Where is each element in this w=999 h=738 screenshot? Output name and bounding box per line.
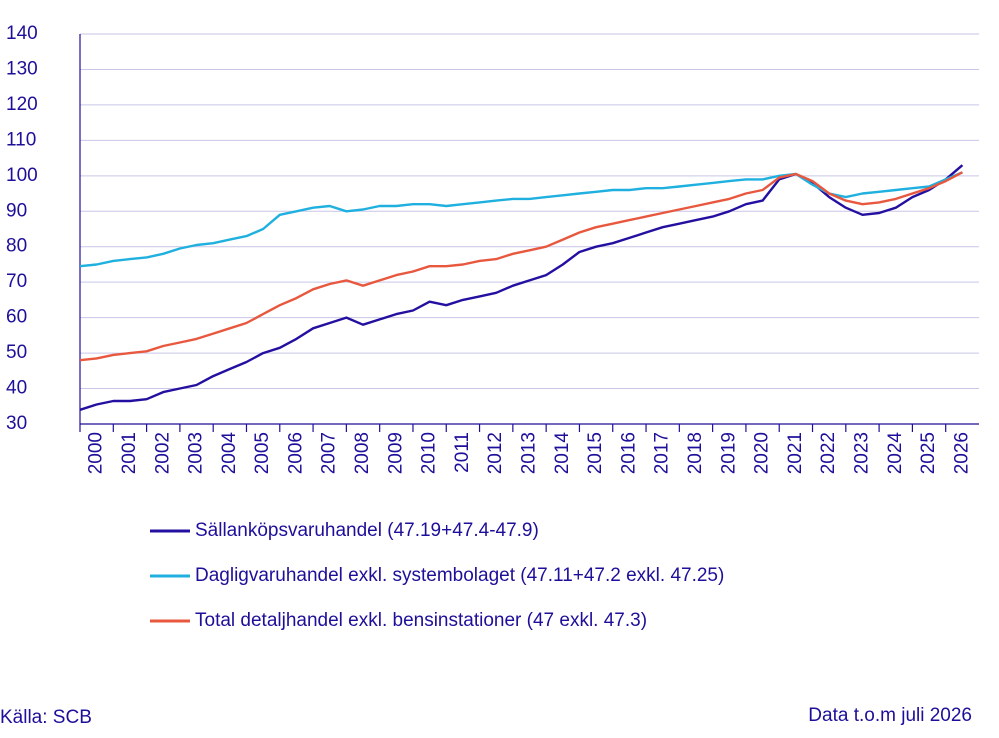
x-tick-label: 2019 xyxy=(718,432,739,474)
y-tick-label: 90 xyxy=(6,200,27,221)
x-tick-label: 2024 xyxy=(885,432,906,475)
x-tick-label: 2011 xyxy=(452,432,473,473)
x-tick-label: 2022 xyxy=(818,432,839,474)
x-tick-label: 2000 xyxy=(86,432,107,474)
x-tick-label: 2018 xyxy=(685,432,706,474)
legend-label: Dagligvaruhandel exkl. systembolaget (47… xyxy=(195,565,724,586)
x-tick-label: 2001 xyxy=(119,432,140,474)
x-tick-label: 2005 xyxy=(252,432,273,474)
y-tick-label: 140 xyxy=(6,23,38,44)
series-line xyxy=(79,164,964,411)
series-line xyxy=(79,171,963,268)
x-tick-label: 2026 xyxy=(951,432,972,474)
x-tick-label: 2021 xyxy=(785,432,806,474)
x-tick-label: 2015 xyxy=(585,432,606,474)
y-tick-label: 50 xyxy=(6,342,27,363)
y-tick-label: 110 xyxy=(6,129,36,150)
x-tick-label: 2012 xyxy=(485,432,506,474)
source: Källa: SCB xyxy=(0,707,92,728)
y-tick-label: 100 xyxy=(6,165,38,186)
x-tick-label: 2023 xyxy=(851,432,872,474)
x-tick-label: 2020 xyxy=(752,432,773,474)
legend-label: Sällanköpsvaruhandel (47.19+47.4-47.9) xyxy=(195,520,539,541)
x-tick-label: 2025 xyxy=(918,432,939,474)
x-tick-label: 2007 xyxy=(319,432,340,474)
x-tick-label: 2008 xyxy=(352,432,373,474)
y-tick-label: 40 xyxy=(6,378,27,399)
note: Data t.o.m juli 2026 xyxy=(808,705,972,726)
y-tick-label: 130 xyxy=(6,58,38,79)
y-tick-label: 120 xyxy=(6,94,38,115)
x-tick-label: 2010 xyxy=(419,432,440,474)
series-line xyxy=(79,171,963,362)
y-tick-label: 80 xyxy=(6,236,27,257)
x-tick-label: 2004 xyxy=(219,432,240,475)
x-tick-label: 2017 xyxy=(652,432,673,474)
x-tick-label: 2003 xyxy=(186,432,207,474)
y-tick-label: 30 xyxy=(6,413,27,434)
y-tick-label: 60 xyxy=(6,307,27,328)
x-tick-label: 2006 xyxy=(285,432,306,474)
x-tick-label: 2009 xyxy=(385,432,406,474)
x-tick-label: 2002 xyxy=(152,432,173,474)
x-tick-label: 2016 xyxy=(618,432,639,474)
y-tick-label: 70 xyxy=(6,271,27,292)
legend-label: Total detaljhandel exkl. bensinstationer… xyxy=(195,610,647,631)
x-tick-label: 2013 xyxy=(519,432,540,474)
x-tick-label: 2014 xyxy=(552,432,573,475)
